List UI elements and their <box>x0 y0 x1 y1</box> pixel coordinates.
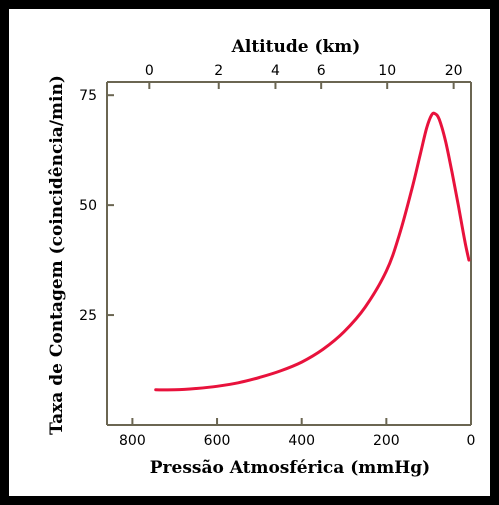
top-axis-title: Altitude (km) <box>231 37 361 57</box>
x-tick-label: 200 <box>373 433 400 449</box>
x-tick-label: 800 <box>119 433 146 449</box>
top-tick-label: 6 <box>317 63 326 79</box>
top-tick-label: 4 <box>271 63 280 79</box>
top-tick-label: 20 <box>445 63 463 79</box>
top-tick-label: 2 <box>214 63 223 79</box>
y-tick-label: 50 <box>79 198 97 214</box>
y-tick-label: 75 <box>79 88 97 104</box>
x-tick-label: 400 <box>288 433 315 449</box>
x-tick-label: 600 <box>204 433 231 449</box>
top-tick-label: 10 <box>378 63 396 79</box>
y-axis-title: Taxa de Contagem (coincidência/min) <box>47 75 67 435</box>
x-tick-label: 0 <box>467 433 476 449</box>
tick-group: 800 600 400 200 0 0 2 4 6 10 20 25 50 75 <box>79 63 475 449</box>
count-rate-curve <box>154 111 471 392</box>
x-axis-title: Pressão Atmosférica (mmHg) <box>150 458 430 478</box>
y-tick-label: 25 <box>79 308 97 324</box>
top-tick-label: 0 <box>145 63 154 79</box>
